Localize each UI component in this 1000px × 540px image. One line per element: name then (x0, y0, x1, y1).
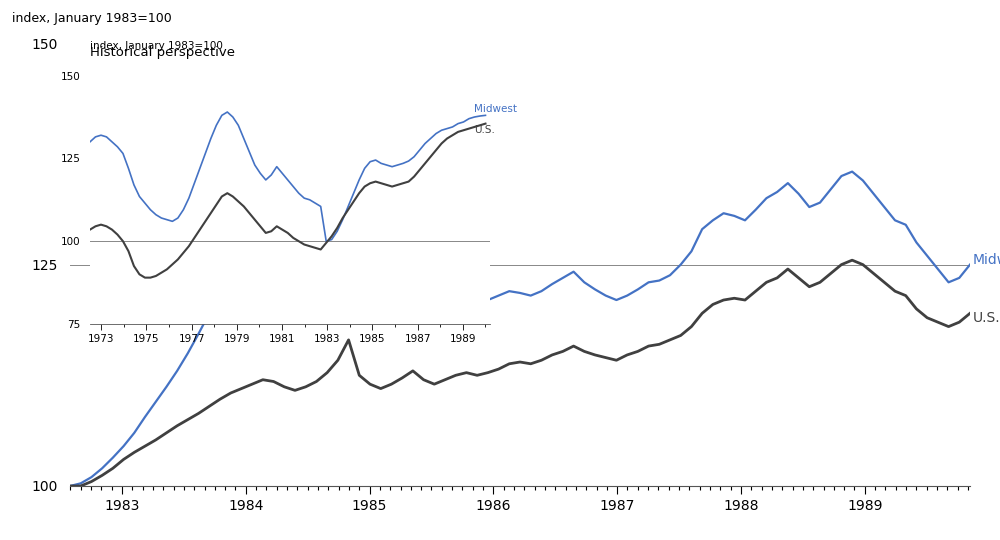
Text: index, January 1983=100: index, January 1983=100 (90, 40, 223, 51)
Text: Midwest: Midwest (474, 104, 517, 114)
Text: Midwest: Midwest (972, 253, 1000, 267)
Text: U.S.: U.S. (474, 125, 495, 136)
Text: U.S.: U.S. (972, 310, 1000, 325)
Text: Historical perspective: Historical perspective (90, 46, 235, 59)
Text: index, January 1983=100: index, January 1983=100 (12, 12, 171, 25)
